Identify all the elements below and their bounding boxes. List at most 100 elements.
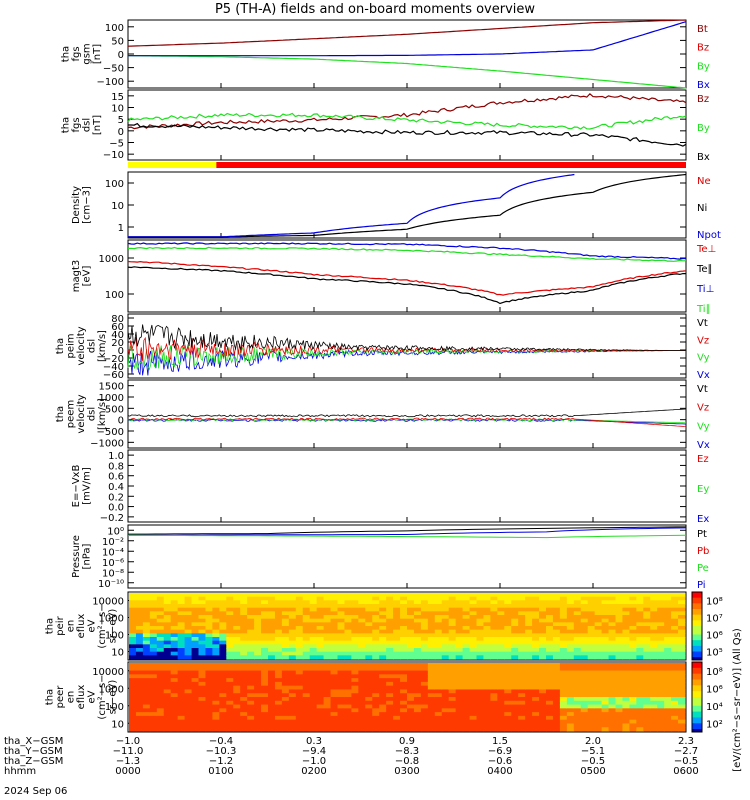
series-red xyxy=(127,417,687,427)
y-axis-label: en xyxy=(66,691,77,704)
y-axis-label: tha xyxy=(55,406,66,422)
y-tick-label: 5 xyxy=(118,115,124,126)
y-axis-label: velocity xyxy=(76,326,87,365)
series-blue xyxy=(127,349,686,376)
y-tick-label: 20 xyxy=(111,338,124,349)
legend-Ti⊥: Ti⊥ xyxy=(696,284,714,295)
series-blue xyxy=(128,527,687,536)
series-black xyxy=(127,408,687,418)
y-axis-label: magt3 xyxy=(71,260,82,293)
legend-Pt: Pt xyxy=(697,529,707,540)
series-Bx xyxy=(128,21,687,57)
legend-Vt: Vt xyxy=(697,318,708,329)
x-axis-value: 2.3 xyxy=(678,736,694,747)
y-tick-label: 0.2 xyxy=(108,492,124,503)
panel-fgs_gsm xyxy=(127,19,687,89)
y-tick-label: 1000 xyxy=(99,254,124,265)
x-axis-row-label: tha_X−GSM xyxy=(4,736,63,747)
colorbar-tick-label: 10⁴ xyxy=(706,702,723,713)
y-tick-label: 100 xyxy=(105,23,124,34)
colorbar xyxy=(692,662,702,733)
y-axis-label: [nT] xyxy=(92,115,103,135)
legend-Ez: Ez xyxy=(697,454,709,465)
x-axis-value: −1.0 xyxy=(116,736,140,747)
x-axis-value: −10.3 xyxy=(206,746,237,757)
y-tick-label: −60 xyxy=(103,370,124,381)
panel-pressure xyxy=(127,524,687,589)
series-Bx xyxy=(128,122,687,147)
y-tick-label: 10⁻⁴ xyxy=(102,547,124,558)
y-axis-label: [km/s] xyxy=(97,398,108,430)
series-Bt xyxy=(127,19,687,47)
y-tick-label: 0.0 xyxy=(108,503,124,514)
y-axis-label: peem xyxy=(66,400,77,428)
y-axis-label: dsl xyxy=(87,407,98,421)
y-axis-label: tha xyxy=(45,618,56,634)
legend-Vz: Vz xyxy=(697,403,709,414)
y-tick-label: −0.2 xyxy=(100,513,124,524)
legend-Vt: Vt xyxy=(697,384,708,395)
colorbar-frame xyxy=(691,591,703,661)
legend-Pi: Pi xyxy=(697,580,706,591)
series-blue xyxy=(127,418,687,425)
legend-Ne: Ne xyxy=(697,176,711,187)
y-tick-label: 10000 xyxy=(92,597,124,608)
panel-density xyxy=(127,171,687,239)
y-tick-label: 0 xyxy=(118,50,124,61)
y-axis-label: eV xyxy=(87,619,98,632)
mode-bar-slow xyxy=(128,162,217,168)
y-tick-label: −1000 xyxy=(90,438,124,449)
legend-Bz: Bz xyxy=(697,43,709,54)
y-tick-label: −100 xyxy=(97,77,124,88)
panel-frame xyxy=(127,449,687,523)
x-axis-value: −0.5 xyxy=(581,756,605,767)
y-axis-label: eflux xyxy=(76,685,87,710)
legend-Vx: Vx xyxy=(697,440,710,451)
y-tick-label: 10 xyxy=(111,719,124,730)
x-axis-row-label: hhmm xyxy=(4,766,36,777)
y-tick-label: 10⁰ xyxy=(107,526,124,537)
legend-Vy: Vy xyxy=(697,421,710,432)
x-axis-value: −6.9 xyxy=(488,746,512,757)
legend-Vx: Vx xyxy=(697,370,710,381)
x-axis-value: −0.8 xyxy=(395,756,419,767)
y-axis-label: peer xyxy=(55,685,66,709)
y-tick-label: 10⁻⁸ xyxy=(102,568,124,579)
y-axis-label: gsm xyxy=(81,43,92,64)
series-By xyxy=(128,55,687,89)
y-tick-label: −5 xyxy=(109,139,124,150)
spectrogram-cells xyxy=(129,663,686,732)
series-Ni xyxy=(128,173,687,238)
x-axis-value: 0200 xyxy=(301,766,326,777)
y-tick-label: 40 xyxy=(111,330,124,341)
x-axis-value: 0400 xyxy=(487,766,512,777)
legend-Te⊥: Te⊥ xyxy=(696,244,716,255)
y-axis-label: eV xyxy=(87,690,98,703)
y-tick-label: 10⁻⁶ xyxy=(102,558,124,569)
peim-traces xyxy=(127,324,686,376)
legend-Te∥: Te∥ xyxy=(696,264,713,275)
panel-efield xyxy=(127,449,687,523)
y-axis-label: Density xyxy=(71,186,82,224)
series-Te∥ xyxy=(127,266,686,305)
y-tick-label: 0.4 xyxy=(108,482,124,493)
series-Ti⊥ xyxy=(127,242,686,260)
x-axis-value: −1.3 xyxy=(116,756,140,767)
legend-Ti∥: Ti∥ xyxy=(696,304,711,315)
y-tick-label: 10⁻² xyxy=(102,537,124,548)
peem-traces xyxy=(127,408,687,427)
x-axis-value: −1.0 xyxy=(302,756,326,767)
y-tick-label: 0.6 xyxy=(108,472,124,483)
x-axis-value: −0.4 xyxy=(209,736,233,747)
y-tick-label: 100 xyxy=(105,702,124,713)
panel-frame xyxy=(127,171,687,239)
legend-Vy: Vy xyxy=(697,353,710,364)
y-axis-label: [km/s] xyxy=(97,330,108,362)
legend-Bt: Bt xyxy=(697,24,708,35)
y-tick-label: 80 xyxy=(111,314,124,325)
page-title: P5 (TH-A) fields and on-board moments ov… xyxy=(214,2,536,17)
colorbar-frame xyxy=(691,661,703,733)
pressure-traces xyxy=(128,526,687,539)
x-axis-value: 0.9 xyxy=(399,736,415,747)
panel-peer xyxy=(127,661,703,733)
